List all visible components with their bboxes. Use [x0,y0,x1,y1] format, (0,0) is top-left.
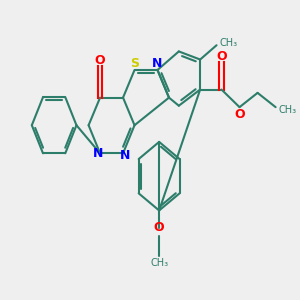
Text: N: N [93,147,103,160]
Text: O: O [234,108,245,121]
Text: N: N [119,149,130,162]
Text: CH₃: CH₃ [219,38,237,48]
Text: CH₃: CH₃ [150,258,168,268]
Text: S: S [130,57,139,70]
Text: O: O [95,53,105,67]
Text: N: N [152,57,163,70]
Text: O: O [216,50,227,63]
Text: O: O [154,221,164,234]
Text: CH₃: CH₃ [278,104,296,115]
